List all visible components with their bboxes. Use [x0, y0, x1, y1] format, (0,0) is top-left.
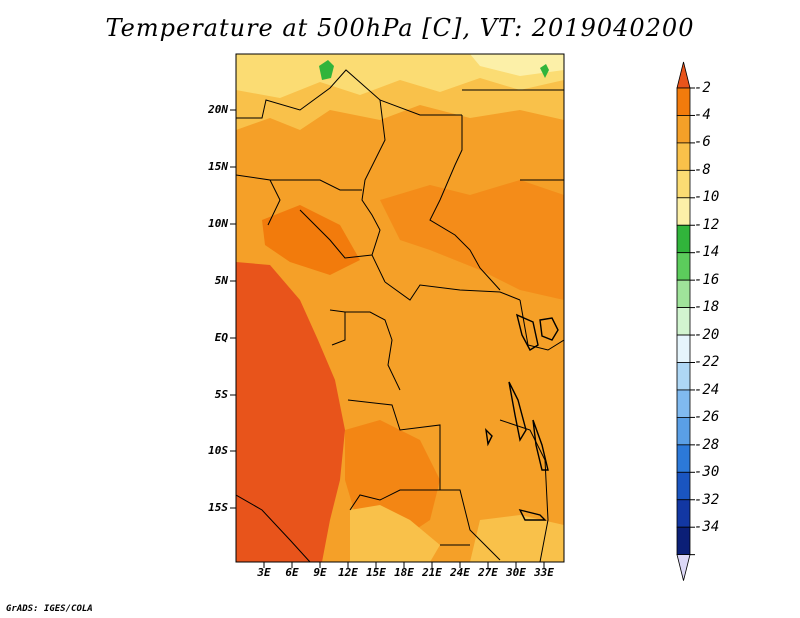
- colorbar-segment: [676, 389, 691, 418]
- temperature-zone-central-patch: [262, 205, 360, 275]
- colorbar-segment: [676, 362, 691, 391]
- lat-label-15n: 15N: [208, 160, 228, 173]
- lon-label-12e: 12E: [338, 566, 358, 579]
- axis-ticks: [230, 109, 545, 568]
- temperature-zone-southwest-light: [350, 505, 440, 562]
- lakes-outline: [485, 313, 559, 521]
- colorbar-label: -26: [694, 409, 720, 425]
- map-field: [236, 54, 564, 562]
- colorbar-cap-bottom: [676, 554, 691, 581]
- lon-label-33e: 33E: [534, 566, 554, 579]
- colorbar-segment: [676, 499, 691, 528]
- colorbar-segment: [676, 307, 691, 336]
- colorbar-segment: [676, 334, 691, 363]
- colorbar-segment: [676, 252, 691, 281]
- temperature-zone-west-coast: [236, 262, 345, 562]
- colorbar-segment: [676, 87, 691, 116]
- colorbar-segment: [676, 279, 691, 308]
- colorbar-segment: [676, 142, 691, 171]
- temperature-zone-top-ne: [470, 54, 564, 76]
- lon-label-6e: 6E: [285, 566, 299, 579]
- colorbar-cap-top: [676, 61, 691, 89]
- chart-title: Temperature at 500hPa [C], VT: 201904020…: [105, 14, 695, 42]
- colorbar-label: -6: [694, 134, 711, 150]
- lon-label-21e: 21E: [422, 566, 442, 579]
- colorbar-label: -24: [694, 382, 720, 398]
- cold-spot-northwest: [319, 60, 334, 80]
- colorbar-label: -22: [694, 354, 720, 370]
- lat-label-15s: 15S: [208, 501, 228, 514]
- colorbar-segment: [676, 115, 691, 144]
- lat-label-5n: 5N: [214, 274, 228, 287]
- lat-label-10s: 10S: [208, 444, 228, 457]
- cold-spot-northeast: [540, 64, 549, 78]
- colorbar-label: -18: [694, 299, 720, 315]
- colorbar-label: -32: [694, 492, 720, 508]
- lon-label-15e: 15E: [366, 566, 386, 579]
- colorbar-label: -28: [694, 437, 720, 453]
- lat-label-20n: 20N: [208, 103, 228, 116]
- lon-label-24e: 24E: [450, 566, 470, 579]
- colorbar-segment: [676, 197, 691, 226]
- lat-label-10n: 10N: [208, 217, 228, 230]
- lon-label-3e: 3E: [257, 566, 271, 579]
- colorbar-label: -8: [694, 162, 711, 178]
- colorbar-label: -30: [694, 464, 720, 480]
- lat-label-eq: EQ: [214, 331, 228, 344]
- colorbar-segment: [676, 416, 691, 446]
- lon-label-9e: 9E: [313, 566, 327, 579]
- colorbar-label: -34: [694, 519, 720, 535]
- temperature-zone-southeast-light: [470, 515, 564, 562]
- colorbar-label: -4: [694, 107, 711, 123]
- colorbar-segment: [676, 526, 691, 556]
- country-borders: [236, 69, 564, 562]
- temperature-zone-east: [380, 180, 564, 300]
- lon-label-18e: 18E: [394, 566, 414, 579]
- colorbar-label: -2: [694, 80, 711, 96]
- lat-label-5s: 5S: [214, 388, 228, 401]
- colorbar-segment: [676, 224, 691, 254]
- map-frame: [235, 53, 565, 563]
- colorbar: [676, 61, 695, 581]
- colorbar-segment: [676, 444, 691, 473]
- grads-credit: GrADS: IGES/COLA: [6, 604, 93, 614]
- colorbar-label: -16: [694, 272, 720, 288]
- lon-label-30e: 30E: [506, 566, 526, 579]
- colorbar-label: -14: [694, 244, 720, 260]
- colorbar-label: -20: [694, 327, 720, 343]
- colorbar-segment: [676, 471, 691, 501]
- lon-label-27e: 27E: [478, 566, 498, 579]
- colorbar-label: -10: [694, 189, 720, 205]
- colorbar-segment: [676, 169, 691, 199]
- colorbar-label: -12: [694, 217, 720, 233]
